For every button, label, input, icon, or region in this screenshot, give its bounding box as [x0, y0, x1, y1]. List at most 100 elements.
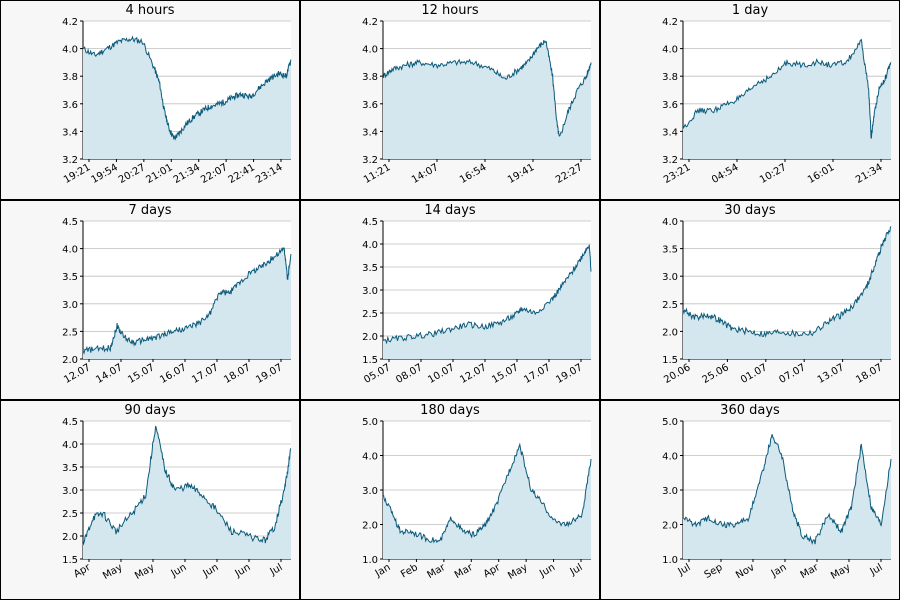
x-tick-label: Jul — [268, 562, 285, 578]
x-tick-label: 16:01 — [806, 162, 836, 186]
y-tick-label: 3.0 — [62, 486, 78, 497]
x-tick-label: 19:41 — [506, 162, 536, 186]
chart-panel: 12 hours 3.2 3.4 3.6 3.8 4.0 4.2 11:21 14:07 16:5… — [300, 0, 600, 200]
y-tick-label: 5.0 — [662, 417, 678, 428]
x-tick-label: 12.07 — [458, 362, 488, 386]
y-tick-label: 4.2 — [662, 17, 678, 28]
y-tick-label: 4.5 — [362, 217, 378, 228]
x-tick-label: 22:27 — [554, 162, 584, 186]
chart-svg: 1.0 2.0 3.0 4.0 5.0 Jul Sep Nov Jan Mar May Jul — [662, 417, 892, 582]
y-tick-label: 3.5 — [62, 463, 78, 474]
x-tick-label: 22:07 — [199, 162, 229, 186]
chart-panel: 7 days 2.0 2.5 3.0 3.5 4.0 4.5 12.07 14.07 15.07 1… — [0, 200, 300, 400]
y-tick-label: 1.0 — [662, 555, 678, 566]
x-tick-label: May — [101, 562, 124, 582]
series-area — [383, 444, 591, 559]
chart-title: 1 day — [731, 3, 769, 18]
x-tick-label: Mar — [426, 562, 449, 581]
x-tick-label: 13.07 — [816, 362, 846, 386]
y-tick-label: 4.5 — [62, 417, 78, 428]
y-tick-label: 1.5 — [662, 355, 678, 366]
y-tick-label: 2.5 — [62, 509, 78, 520]
x-tick-label: Jul — [676, 562, 693, 578]
chart-title: 360 days — [720, 403, 780, 418]
y-tick-label: 3.2 — [362, 155, 378, 166]
x-tick-label: 19.07 — [254, 362, 284, 386]
x-tick-label: 20:27 — [117, 162, 147, 186]
chart-panel: 1 day 3.2 3.4 3.6 3.8 4.0 4.2 23:21 04:54 10:27 16… — [600, 0, 900, 200]
chart-svg: 3.23.43.63.84.04.211:21 14:07 16:54 19:41 22… — [362, 17, 592, 186]
x-tick-label: 01.07 — [739, 362, 769, 386]
y-tick-label: 2.0 — [662, 327, 678, 338]
y-tick-label: 3.8 — [362, 72, 378, 83]
x-tick-label: 25.06 — [701, 362, 731, 386]
chart-panel: 180 days 1.0 2.0 3.0 4.0 5.0 Jan Feb Mar Mar Apr Ma… — [300, 400, 600, 600]
y-tick-label: 2.0 — [62, 532, 78, 543]
x-tick-label: 21:01 — [144, 162, 174, 186]
y-tick-label: 4.0 — [62, 45, 78, 56]
chart-title: 12 hours — [421, 3, 479, 18]
x-tick-label: 18.07 — [222, 362, 252, 386]
x-tick-label: 14:07 — [410, 162, 440, 186]
y-tick-label: 3.0 — [362, 286, 378, 297]
chart-svg: 3.23.43.63.84.04.219:2119:5420:2721:0121… — [62, 17, 292, 186]
x-tick-label: Mar — [453, 562, 476, 581]
y-tick-label: 3.0 — [62, 300, 78, 311]
chart-panel: 14 days 1.5 2.0 2.5 3.0 3.5 4.0 4.5 05.07 08.07 10… — [300, 200, 600, 400]
y-tick-label: 3.0 — [662, 486, 678, 497]
chart-title: 30 days — [724, 203, 776, 218]
x-tick-label: 17.07 — [190, 362, 220, 386]
y-tick-label: 3.6 — [362, 100, 378, 111]
y-tick-label: 1.5 — [62, 555, 78, 566]
y-tick-label: 4.0 — [62, 440, 78, 451]
y-tick-label: 2.0 — [662, 521, 678, 532]
chart-title: 14 days — [424, 203, 476, 218]
y-tick-label: 2.5 — [362, 309, 378, 320]
series-area — [683, 226, 891, 359]
x-tick-label: Jul — [568, 562, 585, 578]
x-tick-label: May — [829, 562, 852, 582]
x-tick-label: Apr — [482, 562, 503, 581]
series-area — [383, 244, 591, 359]
x-tick-label: Jun — [169, 562, 189, 580]
series-line — [682, 434, 892, 546]
y-tick-label: 4.0 — [362, 45, 378, 56]
series-line — [682, 38, 892, 139]
x-tick-label: 21:34 — [172, 162, 202, 186]
y-tick-label: 3.0 — [662, 272, 678, 283]
chart-title: 4 hours — [125, 3, 175, 18]
x-tick-label: 21:34 — [854, 162, 884, 186]
x-tick-label: 07.07 — [777, 362, 807, 386]
x-tick-label: 17.07 — [522, 362, 552, 386]
y-tick-label: 2.0 — [62, 355, 78, 366]
chart-svg: 1.52.02.53.03.54.020.06 25.06 01.07 07.07 13… — [662, 217, 892, 386]
x-tick-label: Sep — [703, 562, 725, 581]
x-tick-label: 14.07 — [94, 362, 124, 386]
y-tick-label: 4.2 — [362, 17, 378, 28]
x-tick-label: Mar — [799, 562, 822, 581]
x-tick-label: May — [506, 562, 529, 582]
y-tick-label: 4.0 — [362, 240, 378, 251]
y-tick-label: 1.0 — [362, 555, 378, 566]
x-tick-label: Jul — [868, 562, 885, 578]
x-tick-label: 22:41 — [227, 162, 257, 186]
x-tick-label: 15.07 — [126, 362, 156, 386]
y-tick-label: 1.5 — [362, 355, 378, 366]
y-tick-label: 3.6 — [662, 100, 678, 111]
chart-title: 90 days — [124, 403, 176, 418]
x-tick-label: 16.07 — [158, 362, 188, 386]
series-line — [382, 40, 592, 137]
y-tick-label: 3.5 — [362, 263, 378, 274]
y-tick-label: 4.0 — [662, 452, 678, 463]
series-area — [83, 426, 291, 559]
chart-panel: 360 days 1.0 2.0 3.0 4.0 5.0 Jul Sep Nov Jan Mar Ma… — [600, 400, 900, 600]
x-tick-label: 18.07 — [854, 362, 884, 386]
chart-title: 7 days — [128, 203, 172, 218]
series-line — [682, 226, 892, 338]
x-tick-label: Jan — [769, 562, 789, 580]
x-tick-label: 16:54 — [458, 162, 488, 186]
y-tick-label: 3.5 — [62, 272, 78, 283]
